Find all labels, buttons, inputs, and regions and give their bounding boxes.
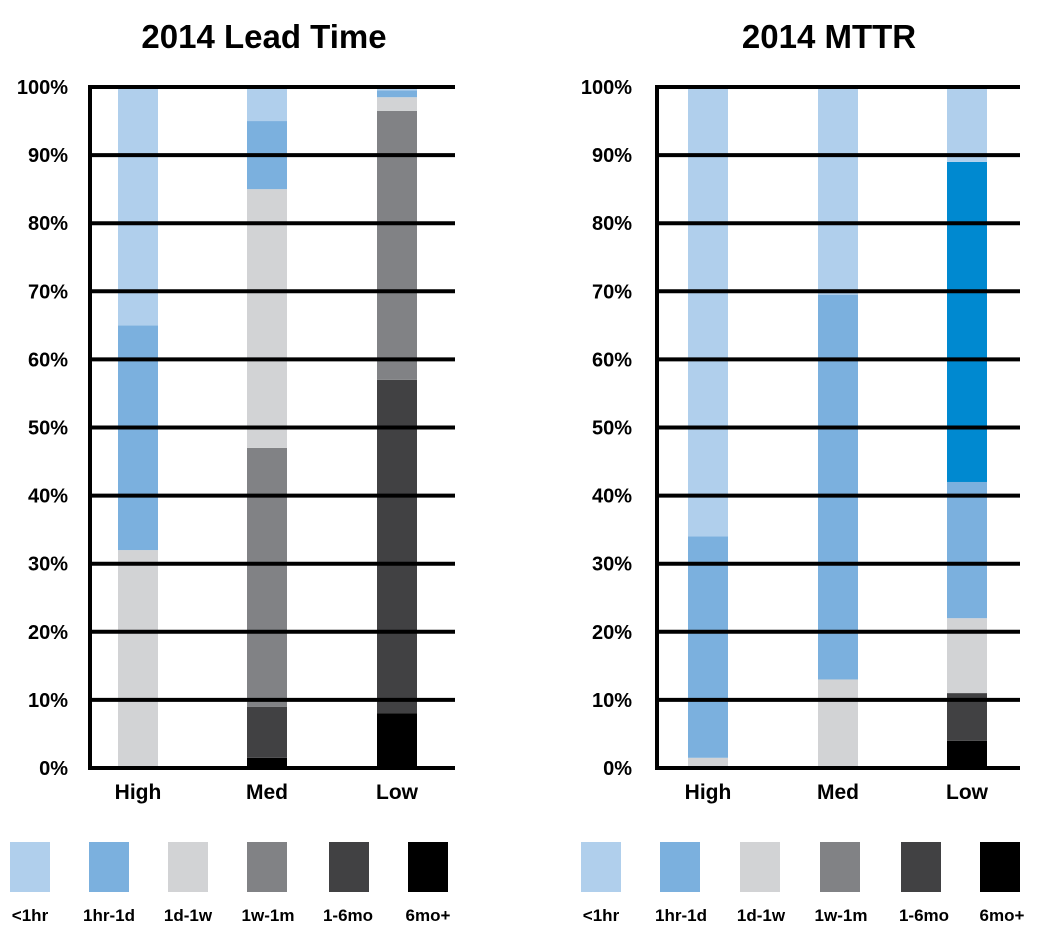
y-tick-label: 30%: [592, 554, 632, 576]
legend-swatch: [89, 842, 129, 892]
y-tick-label: 100%: [581, 77, 632, 99]
bar-segment-med-1d-1w: [818, 679, 858, 768]
legend-swatch: [408, 842, 448, 892]
bar-segment-low-6mo+: [947, 740, 987, 768]
bar-segment-low-1d-1w: [377, 97, 417, 111]
y-tick-label: 40%: [28, 486, 68, 508]
legend-swatch: [820, 842, 860, 892]
x-tick-label: High: [115, 781, 162, 804]
lead-time-chart: 2014 Lead Time 0% 10% 20% 30% 40% 50% 60% 70% 80…: [10, 18, 455, 925]
legend-label: 1d-1w: [737, 906, 786, 925]
mttr-chart: 2014 MTTR 0% 10% 20% 30% 40% 50% 60% 70% 80% 90% 1…: [581, 18, 1025, 925]
legend-swatch: [168, 842, 208, 892]
lead-time-chart-title: 2014 Lead Time: [141, 18, 386, 55]
legend-swatch: [980, 842, 1020, 892]
bar-segment-low-series-4: [947, 161, 987, 482]
bar-segment-high-1hr-1d: [118, 325, 158, 551]
y-tick-label: 30%: [28, 554, 68, 576]
bar-segment-low-1-6mo: [377, 379, 417, 714]
y-tick-label: 20%: [592, 622, 632, 644]
bar-segment-med-1d-1w: [247, 189, 287, 448]
y-tick-label: 90%: [592, 145, 632, 167]
legend-label: 1hr-1d: [83, 906, 135, 925]
legend-swatch: [581, 842, 621, 892]
bar-segment-high-1hr-1d: [688, 536, 728, 758]
legend-swatch: [329, 842, 369, 892]
x-tick-label: Low: [376, 781, 419, 804]
y-tick-label: 70%: [592, 281, 632, 303]
y-tick-label: 20%: [28, 622, 68, 644]
y-tick-label: 80%: [28, 213, 68, 235]
legend-label: <1hr: [583, 906, 620, 925]
legend-label: <1hr: [12, 906, 49, 925]
x-tick-label: Med: [817, 781, 859, 804]
legend-label: 1-6mo: [323, 906, 373, 925]
bar-segment-low-<1hr: [947, 87, 987, 162]
mttr-chart-title: 2014 MTTR: [742, 18, 916, 55]
legend-label: 1d-1w: [164, 906, 213, 925]
y-tick-label: 60%: [28, 349, 68, 371]
bar-segment-med-1-6mo: [247, 706, 287, 758]
legend-label: 6mo+: [980, 906, 1025, 925]
y-tick-label: 90%: [28, 145, 68, 167]
bar-segment-med-1w-1m: [247, 447, 287, 707]
y-tick-label: 10%: [592, 690, 632, 712]
bar-segment-med-<1hr: [247, 87, 287, 122]
y-tick-label: 40%: [592, 486, 632, 508]
legend-swatch: [660, 842, 700, 892]
y-tick-label: 70%: [28, 281, 68, 303]
x-tick-label: Med: [246, 781, 288, 804]
legend-label: 6mo+: [406, 906, 451, 925]
y-tick-label: 60%: [592, 349, 632, 371]
legend-swatch: [247, 842, 287, 892]
y-tick-label: 50%: [592, 418, 632, 440]
legend-label: 1w-1m: [815, 906, 868, 925]
bar-segment-low-1hr-1d: [377, 90, 417, 98]
y-tick-label: 80%: [592, 213, 632, 235]
bar-segment-med-1hr-1d: [818, 294, 858, 680]
legend-swatch: [10, 842, 50, 892]
legend-label: 1hr-1d: [655, 906, 707, 925]
bar-segment-low-1d-1w: [947, 618, 987, 694]
bar-segment-high-1d-1w: [688, 757, 728, 768]
x-tick-label: Low: [946, 781, 989, 804]
bar-segment-high-<1hr: [118, 87, 158, 326]
bar-segment-med-<1hr: [818, 87, 858, 295]
y-tick-label: 10%: [28, 690, 68, 712]
legend-label: 1-6mo: [899, 906, 949, 925]
bar-segment-high-<1hr: [688, 87, 728, 537]
y-tick-label: 0%: [39, 758, 68, 780]
bar-segment-med-6mo+: [247, 757, 287, 768]
legend-swatch: [901, 842, 941, 892]
bar-segment-low-1hr-1d: [947, 481, 987, 619]
legend-label: 1w-1m: [242, 906, 295, 925]
bar-segment-high-1d-1w: [118, 550, 158, 768]
y-tick-label: 100%: [17, 77, 68, 99]
legend-swatch: [740, 842, 780, 892]
y-tick-label: 0%: [603, 758, 632, 780]
x-tick-label: High: [685, 781, 732, 804]
bar-segment-low-1w-1m: [377, 110, 417, 380]
y-tick-label: 50%: [28, 418, 68, 440]
bar-segment-low-6mo+: [377, 713, 417, 768]
